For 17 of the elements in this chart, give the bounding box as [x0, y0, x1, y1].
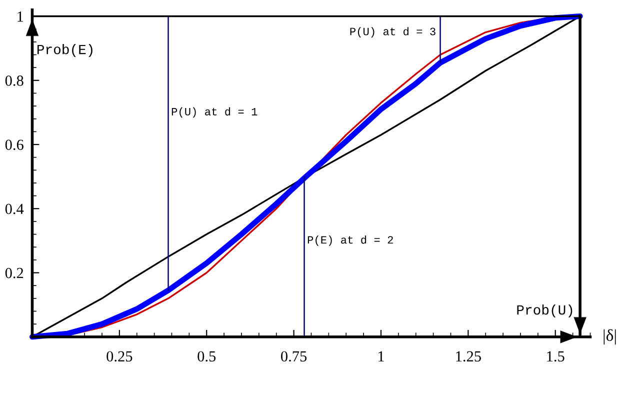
- x-tick-label: 1: [378, 351, 384, 362]
- x-tick-label: 0.5: [198, 351, 216, 362]
- x-axis-title: |δ|: [604, 329, 616, 344]
- y-tick-label: 1: [18, 11, 23, 22]
- annotation: P(U) at d = 3: [350, 27, 436, 38]
- x-tick-label: 1.25: [456, 351, 481, 362]
- annotation: P(E) at d = 2: [308, 236, 393, 246]
- x-tick-label: 0.25: [106, 351, 132, 362]
- annotation: Prob(U): [517, 304, 572, 318]
- y-tick-label: 0.6: [5, 140, 24, 150]
- x-tick-label: 0.75: [281, 351, 307, 362]
- y-tick-label: 0.4: [5, 204, 24, 214]
- x-tick-label: 1.5: [547, 351, 564, 362]
- annotation: Prob(E): [38, 44, 92, 57]
- annotation: P(U) at d = 1: [172, 107, 258, 118]
- y-tick-label: 0.8: [5, 76, 24, 86]
- y-tick-label: 0.2: [5, 268, 24, 278]
